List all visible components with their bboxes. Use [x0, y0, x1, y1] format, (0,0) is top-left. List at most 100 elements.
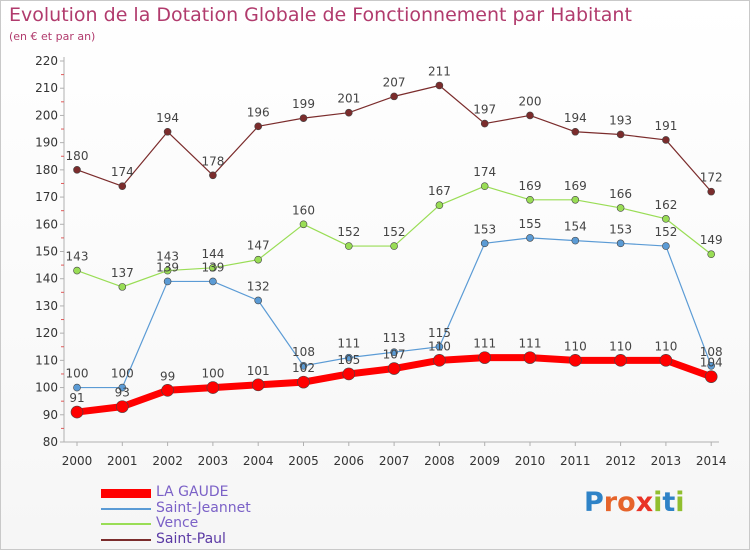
data-point-la-gaude	[206, 381, 220, 394]
data-point-saint-paul	[344, 108, 353, 117]
data-label-vence: 143	[156, 250, 179, 264]
y-tick-label: 140	[35, 272, 58, 286]
data-point-vence	[163, 266, 172, 275]
data-point-saint-paul	[707, 187, 716, 196]
data-point-saint-jeannet	[299, 361, 308, 370]
logo-letter: r	[603, 487, 618, 518]
data-label-saint-paul: 172	[700, 171, 723, 185]
data-point-vence	[118, 283, 127, 291]
data-point-vence	[209, 264, 217, 272]
logo-letter: o	[617, 487, 636, 518]
data-label-vence: 152	[383, 225, 406, 239]
y-tick-label: 160	[35, 217, 58, 231]
data-point-saint-jeannet	[435, 342, 444, 351]
data-label-la-gaude: 102	[292, 361, 315, 375]
data-label-vence: 143	[66, 250, 89, 264]
legend-label: Saint-Jeannet	[156, 499, 251, 516]
data-point-saint-jeannet	[526, 234, 534, 242]
y-tick-label: 120	[35, 326, 58, 340]
data-point-vence	[526, 195, 534, 204]
x-tick-label: 2012	[605, 454, 636, 468]
data-label-la-gaude: 110	[609, 339, 632, 353]
data-point-saint-paul	[435, 81, 444, 90]
data-label-saint-paul: 197	[473, 103, 496, 117]
data-label-vence: 137	[111, 266, 134, 280]
data-label-la-gaude: 110	[654, 339, 677, 353]
data-point-saint-jeannet	[163, 277, 172, 286]
data-label-la-gaude: 110	[564, 339, 587, 353]
data-point-saint-jeannet	[73, 383, 81, 392]
data-label-vence: 160	[292, 203, 315, 217]
data-label-saint-jeannet: 111	[337, 337, 360, 351]
data-label-saint-paul: 180	[66, 149, 89, 163]
data-point-saint-paul	[73, 166, 81, 174]
data-point-saint-jeannet	[118, 383, 127, 392]
data-point-la-gaude	[161, 383, 174, 397]
legend-swatch	[101, 523, 151, 525]
data-label-saint-jeannet: 100	[111, 367, 134, 381]
data-point-la-gaude	[70, 405, 84, 419]
y-tick-label: 200	[35, 108, 58, 122]
logo-letter: t	[662, 487, 676, 518]
data-label-saint-paul: 194	[564, 111, 587, 125]
data-point-saint-jeannet	[662, 242, 670, 250]
data-point-vence	[435, 201, 444, 210]
data-point-vence	[344, 242, 353, 250]
y-tick-label: 130	[35, 299, 58, 313]
data-label-vence: 162	[654, 198, 677, 212]
x-tick-label: 2009	[469, 454, 500, 468]
legend-label: LA GAUDE	[156, 484, 229, 500]
x-tick-label: 2001	[107, 454, 138, 468]
data-label-saint-jeannet: 115	[428, 326, 451, 340]
data-label-vence: 147	[247, 239, 270, 253]
data-point-saint-paul	[118, 182, 127, 190]
data-label-la-gaude: 99	[160, 369, 175, 383]
data-point-la-gaude	[614, 354, 627, 367]
y-tick-label: 170	[35, 190, 58, 204]
x-tick-label: 2013	[651, 454, 682, 468]
chart-title: Evolution de la Dotation Globale de Fonc…	[9, 4, 632, 26]
data-point-vence	[707, 250, 716, 259]
data-label-saint-jeannet: 153	[473, 222, 496, 236]
data-point-saint-jeannet	[571, 236, 580, 245]
data-label-la-gaude: 100	[201, 367, 224, 381]
data-point-vence	[299, 220, 308, 229]
x-tick-label: 2002	[152, 454, 183, 468]
data-label-saint-paul: 178	[201, 154, 224, 168]
data-label-la-gaude: 105	[337, 353, 360, 367]
data-label-la-gaude: 110	[428, 339, 451, 353]
data-label-saint-jeannet: 153	[609, 222, 632, 236]
legend-swatch	[101, 538, 151, 541]
y-tick-label: 100	[35, 381, 58, 395]
data-label-saint-jeannet: 139	[201, 260, 224, 274]
data-label-saint-jeannet: 139	[156, 260, 179, 274]
x-tick-label: 2006	[334, 454, 365, 468]
data-label-la-gaude: 101	[247, 364, 270, 378]
logo-letter: i	[675, 487, 685, 518]
y-tick-label: 150	[35, 245, 58, 259]
data-point-la-gaude	[568, 354, 582, 367]
data-label-saint-paul: 200	[519, 94, 542, 108]
data-point-la-gaude	[523, 351, 537, 364]
y-tick-label: 180	[35, 163, 58, 177]
legend-label: Vence	[156, 515, 199, 531]
data-label-saint-jeannet: 108	[700, 345, 723, 359]
data-label-vence: 169	[519, 179, 542, 193]
data-label-saint-paul: 207	[383, 75, 406, 89]
data-label-la-gaude: 111	[473, 337, 496, 351]
data-label-la-gaude: 91	[69, 391, 84, 405]
y-tick-label: 80	[43, 435, 58, 449]
data-point-saint-jeannet	[707, 361, 716, 370]
data-label-vence: 174	[473, 165, 496, 179]
legend-label: Saint-Paul	[156, 530, 226, 547]
data-point-vence	[662, 215, 670, 223]
x-tick-label: 2000	[62, 454, 93, 468]
data-label-vence: 144	[201, 247, 224, 261]
x-tick-label: 2010	[515, 454, 546, 468]
data-label-saint-jeannet: 132	[247, 279, 270, 293]
series-line-saint-paul	[76, 84, 712, 193]
legend-item: LA GAUDE	[101, 484, 351, 501]
data-label-la-gaude: 93	[115, 386, 130, 400]
data-point-saint-paul	[163, 127, 172, 136]
data-point-vence	[390, 242, 398, 250]
